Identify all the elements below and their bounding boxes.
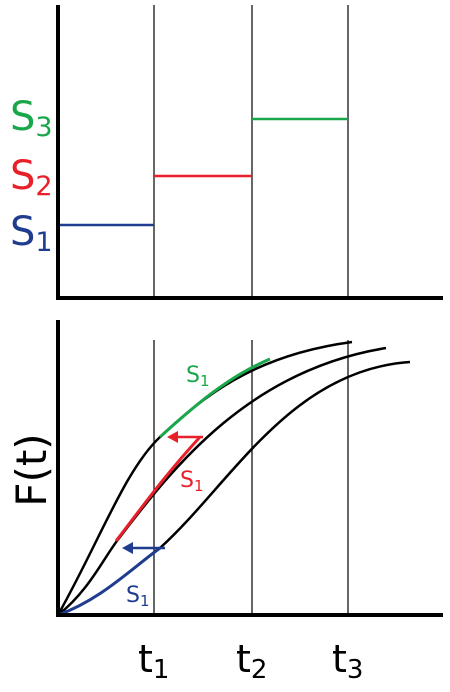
stress-label: S1: [10, 209, 53, 258]
arrow-head: [167, 431, 178, 443]
x-label: t3: [332, 637, 363, 685]
x-label: t2: [236, 637, 267, 685]
stress-segment: [158, 357, 271, 439]
arrow-head: [122, 542, 133, 554]
curve-label: S1: [186, 363, 210, 390]
stress-label: S3: [10, 94, 53, 143]
stress-segment: [114, 435, 202, 542]
stress-segment: [57, 546, 161, 617]
curve: [57, 360, 411, 617]
top-panel: S3 S2 S1: [10, 5, 443, 300]
curve-label: S1: [126, 583, 150, 610]
curve-label: S1: [180, 468, 204, 495]
y-axis-label: F(t): [7, 433, 56, 506]
bottom-panel: S1 S1 S1 F(t): [7, 320, 443, 617]
stress-label: S2: [10, 153, 53, 202]
x-label: t1: [138, 637, 169, 685]
